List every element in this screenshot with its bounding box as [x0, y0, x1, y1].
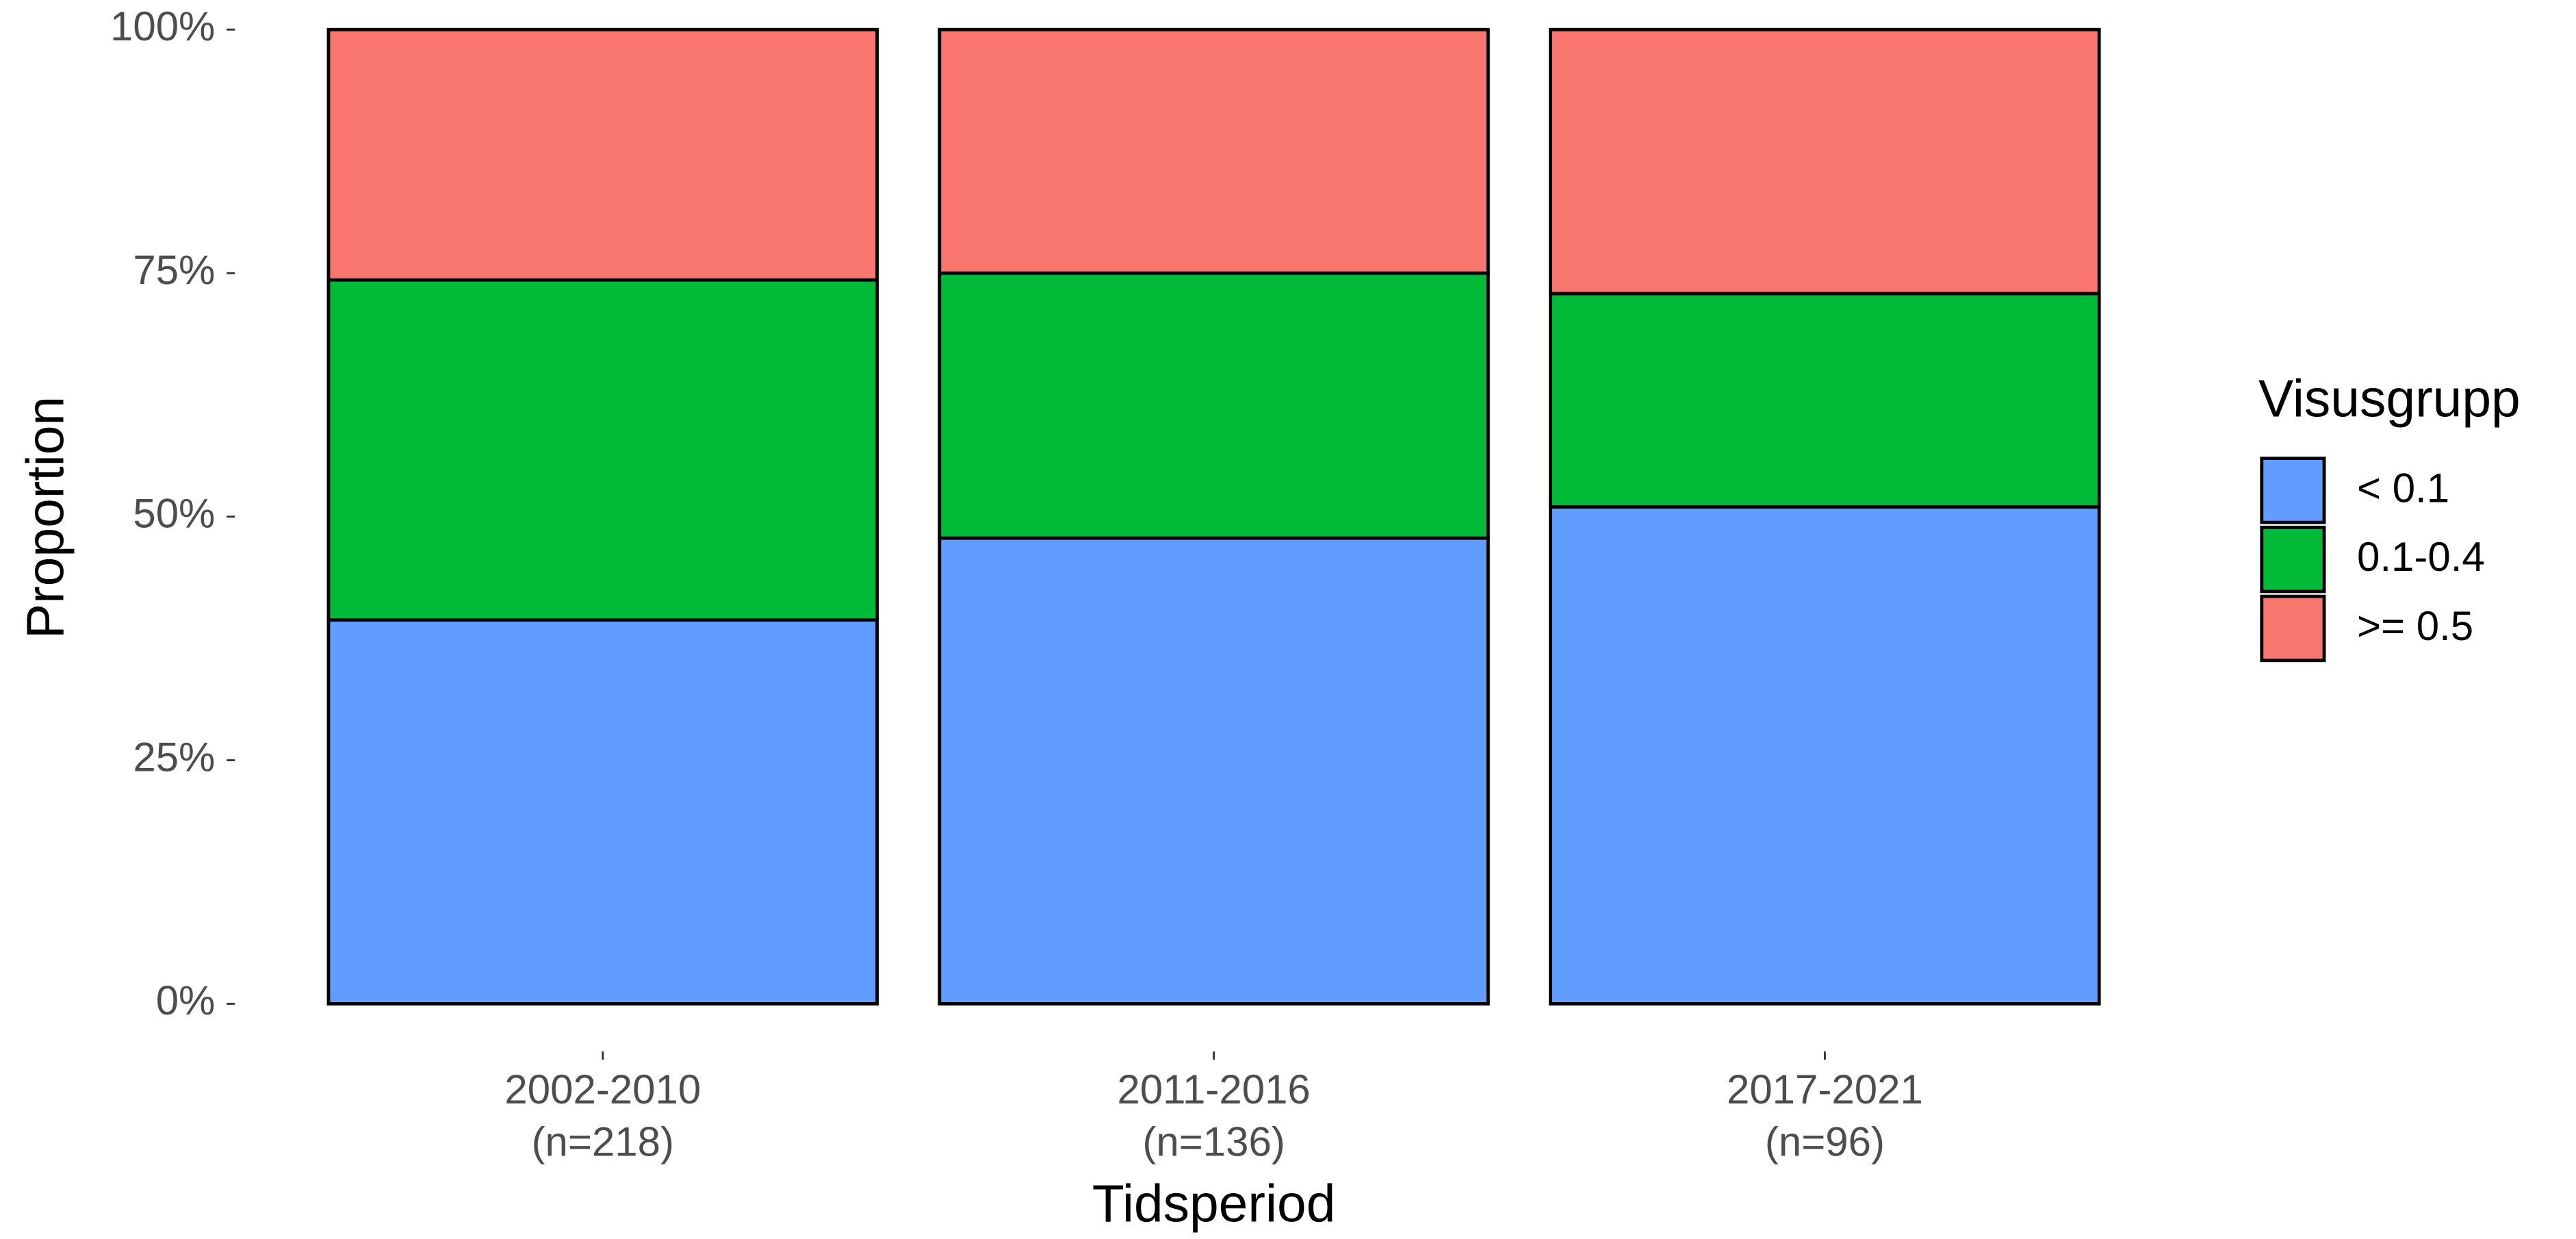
x-tick-label: (n=96)	[1765, 1119, 1885, 1165]
y-tick-label: 75%	[133, 247, 215, 293]
x-axis-title: Tidsperiod	[1092, 1174, 1336, 1233]
bar-segment	[326, 278, 879, 622]
legend-title: Visusgrupp	[2258, 369, 2521, 428]
legend-key	[2260, 457, 2326, 524]
legend-label: < 0.1	[2357, 465, 2449, 511]
y-tick-label: 50%	[133, 491, 215, 537]
legend-label: 0.1-0.4	[2357, 534, 2485, 580]
y-tick-label: 100%	[110, 3, 215, 49]
bar-segment	[1549, 505, 2101, 1006]
bar-segment	[1549, 27, 2101, 296]
bar-segment	[1549, 292, 2101, 509]
x-tick-label: (n=218)	[532, 1119, 674, 1165]
y-tick-label: 0%	[156, 978, 216, 1023]
legend-label: >= 0.5	[2357, 603, 2473, 649]
legend-key	[2260, 594, 2326, 663]
x-tick-label: 2017-2021	[1727, 1066, 1923, 1112]
bar-segment	[326, 27, 879, 282]
legend-key	[2260, 525, 2326, 593]
bar-segment	[938, 27, 1490, 275]
x-tick-label: 2011-2016	[1117, 1066, 1310, 1112]
bar-segment	[326, 618, 879, 1006]
x-tick-label: (n=136)	[1142, 1119, 1285, 1165]
y-tick-label: 25%	[133, 734, 215, 780]
y-axis-title: Proportion	[16, 396, 75, 639]
bar-segment	[938, 536, 1490, 1006]
bar-segment	[938, 271, 1490, 540]
x-tick-label: 2002-2010	[504, 1066, 701, 1112]
